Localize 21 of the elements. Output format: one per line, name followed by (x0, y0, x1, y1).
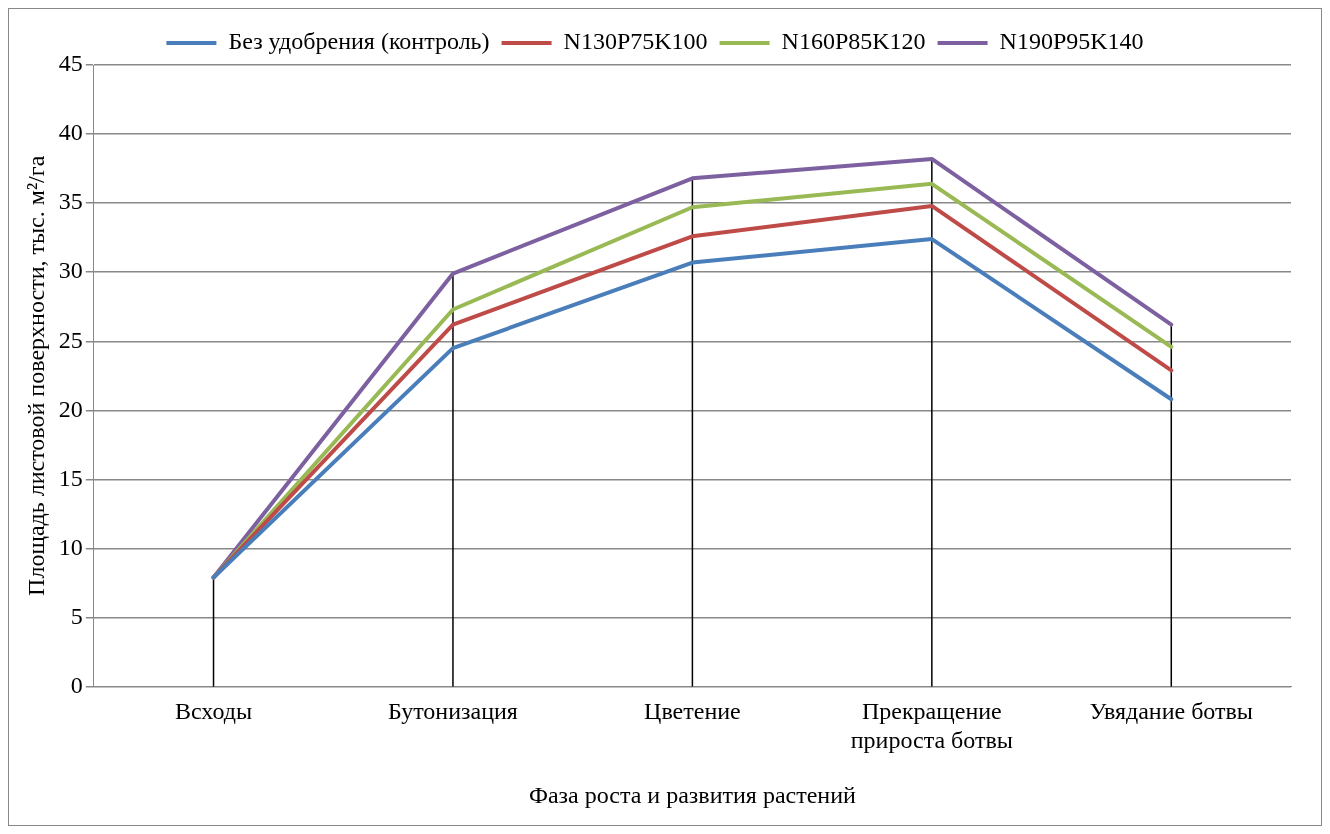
y-tick-label: 40 (58, 119, 83, 146)
y-tick-label: 30 (58, 257, 83, 284)
x-tick-label: Всходы (174, 698, 253, 725)
legend-label: N160P85K120 (781, 28, 926, 55)
legend-label: Без удобрения (контроль) (228, 28, 490, 55)
y-tick-label: 45 (58, 50, 83, 77)
y-tick-label: 15 (58, 464, 83, 491)
y-tick-label: 35 (58, 188, 83, 215)
y-tick-label: 20 (58, 395, 83, 422)
y-tick-label: 25 (58, 326, 83, 353)
y-tick-label: 0 (70, 671, 83, 698)
x-tick-label: Прекращение прироста ботвы (850, 698, 1013, 754)
x-tick-label: Бутонизация (388, 698, 518, 725)
x-axis-title: Фаза роста и развития растений (528, 781, 857, 808)
legend-label: N130P75K100 (563, 28, 708, 55)
x-tick-label: Увядание ботвы (1089, 698, 1253, 725)
y-axis-title: Площадь листовой поверхности, тыс. м²/га (22, 155, 49, 596)
x-tick-label: Цветение (644, 698, 741, 725)
legend-label: N190P95K140 (999, 28, 1144, 55)
y-tick-label: 10 (58, 533, 83, 560)
y-tick-label: 5 (70, 602, 83, 629)
